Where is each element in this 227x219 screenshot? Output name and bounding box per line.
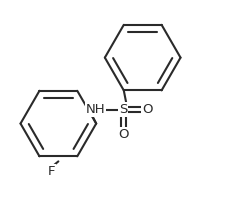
Text: S: S bbox=[119, 103, 127, 116]
Text: NH: NH bbox=[85, 103, 105, 116]
Text: O: O bbox=[118, 128, 128, 141]
Text: O: O bbox=[142, 103, 152, 116]
Text: F: F bbox=[48, 165, 56, 178]
